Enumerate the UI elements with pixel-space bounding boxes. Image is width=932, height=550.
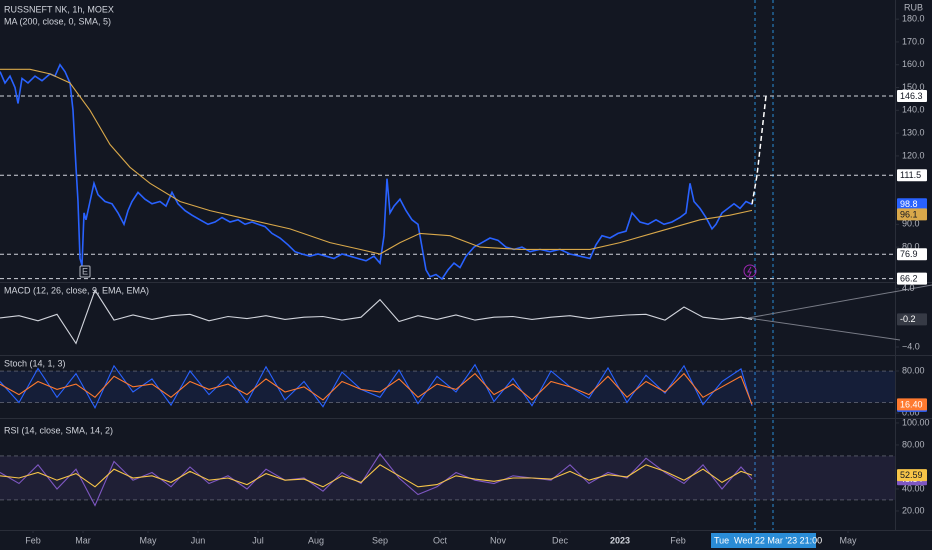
- x-tick-label: Dec: [552, 535, 569, 545]
- last-value-label-box: [897, 208, 927, 221]
- event-box: [79, 265, 91, 278]
- x-tick-label: Nov: [490, 535, 507, 545]
- chart-title: RUSSNEFT NK, 1h, MOEX: [4, 4, 114, 14]
- series-line: [0, 289, 753, 345]
- x-tick-label: May: [839, 535, 857, 545]
- level-label: 146.3: [900, 91, 923, 101]
- level-label: 76.9: [900, 249, 918, 259]
- series-line: [0, 464, 753, 488]
- last-value-label: 96.1: [900, 209, 918, 219]
- last-value-label-box: [897, 198, 927, 211]
- indicator-title: MACD (12, 26, close, 9, EMA, EMA): [4, 285, 149, 295]
- x-tick-label: Mar: [75, 535, 91, 545]
- crosshair-day: Tue: [714, 535, 729, 545]
- indicator-title: RSI (14, close, SMA, 14, 2): [4, 425, 113, 435]
- last-value-label-box: [897, 398, 927, 411]
- x-tick-label: Oct: [433, 535, 448, 545]
- y-tick-label: 90.0: [902, 219, 920, 229]
- event-marker: E: [82, 266, 88, 276]
- level-label-box: [897, 272, 927, 285]
- crosshair-label-box: [711, 533, 816, 548]
- x-tick-label: Jul: [252, 535, 264, 545]
- y-tick-label: 80.00: [902, 439, 925, 449]
- last-value-label-box: [897, 469, 927, 482]
- level-label-box: [897, 248, 927, 261]
- x-tick-label: Feb: [670, 535, 686, 545]
- y-tick-label: −4.0: [902, 341, 920, 351]
- indicator-title: MA (200, close, 0, SMA, 5): [4, 16, 111, 26]
- series-line: [0, 452, 753, 507]
- x-tick-label: Feb: [25, 535, 41, 545]
- last-value-label: 52.59: [900, 470, 923, 480]
- y-tick-label: 120.0: [902, 150, 925, 160]
- level-label-box: [897, 89, 927, 102]
- x-tick-label: May: [139, 535, 157, 545]
- dividend-icon[interactable]: [743, 264, 757, 278]
- x-tick-label: 2023: [610, 535, 630, 545]
- series-line: [0, 68, 753, 255]
- y-tick-label: 180.0: [902, 14, 925, 24]
- level-label: 111.5: [900, 170, 921, 180]
- series-line: [0, 372, 753, 405]
- y-tick-label: 20.00: [902, 505, 925, 515]
- currency: RUB: [904, 2, 923, 12]
- y-tick-label: 170.0: [902, 36, 925, 46]
- projection: [751, 95, 767, 205]
- x-tick-label: Jun: [191, 535, 206, 545]
- y-tick-label: 80.0: [902, 241, 920, 251]
- y-tick-label: 160.0: [902, 59, 925, 69]
- y-tick-label: 40.00: [902, 483, 925, 493]
- x-tick-label: Sep: [372, 535, 388, 545]
- x-tick-label: Aug: [308, 535, 324, 545]
- y-tick-label: 140.0: [902, 105, 925, 115]
- dividend-icon-bolt: [747, 266, 752, 277]
- last-value-label: -0.2: [900, 314, 916, 324]
- level-label-box: [897, 169, 927, 182]
- level-label: 66.2: [900, 273, 918, 283]
- indicator-title: Stoch (14, 1, 3): [4, 358, 66, 368]
- y-tick-label: 4.0: [902, 283, 915, 293]
- series-line: [0, 63, 753, 281]
- y-tick-label: 0.00: [902, 407, 920, 417]
- y-tick-label: 80.00: [902, 365, 925, 375]
- y-tick-label: 150.0: [902, 82, 925, 92]
- trend-line: [747, 317, 901, 341]
- y-tick-label: 100.00: [902, 417, 930, 427]
- last-value-label: 98.8: [900, 199, 918, 209]
- band: [0, 455, 895, 500]
- last-value-label: 16.40: [900, 399, 923, 409]
- y-tick-label: 130.0: [902, 128, 925, 138]
- last-value-label-box: [897, 313, 927, 326]
- crosshair-label: Wed 22 Mar '23 21:00: [734, 535, 822, 545]
- trend-line: [747, 284, 932, 319]
